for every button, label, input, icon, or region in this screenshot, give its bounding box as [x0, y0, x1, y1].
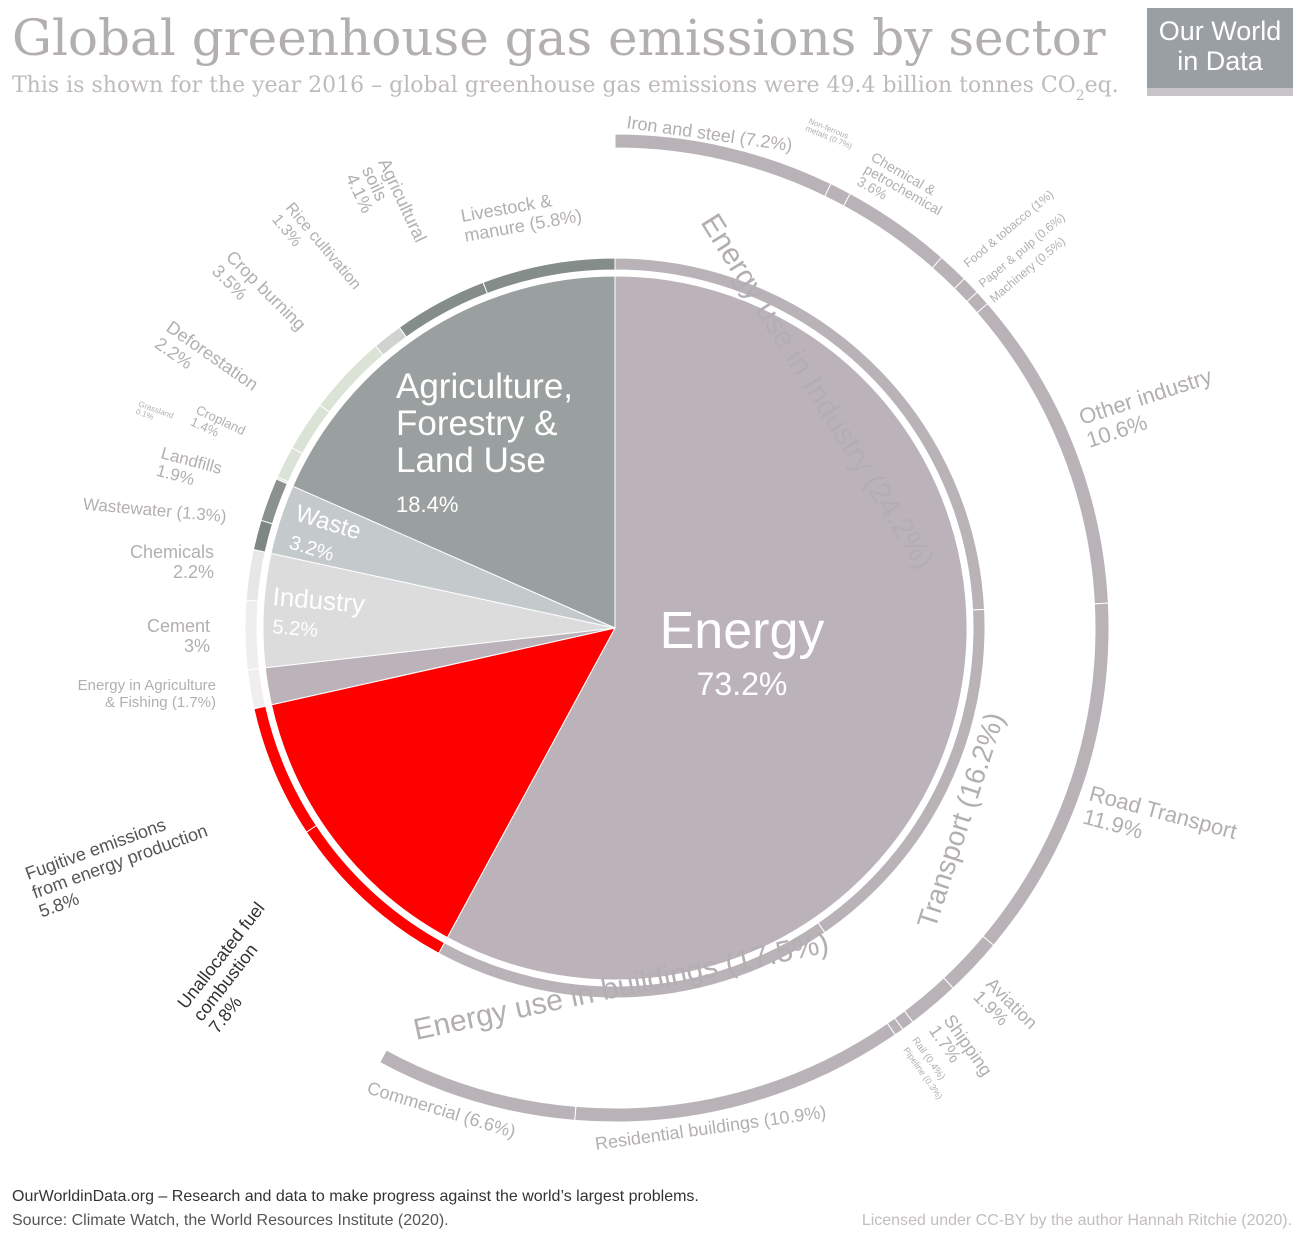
- label-unallocated: Unallocated fuelcombustion7.8%: [173, 898, 300, 1037]
- ring-segment-road-transport: [982, 602, 1110, 946]
- sector-value-agriculture: 18.4%: [396, 492, 458, 517]
- label-non-ferrous: Non-ferrousmetals (0.7%): [804, 117, 856, 151]
- group-ring-energy-use-in-buildings: [438, 922, 826, 999]
- label-livestock: Livestock &manure (5.8%): [459, 186, 583, 246]
- footer-source: Source: Climate Watch, the World Resourc…: [12, 1212, 449, 1229]
- pie-slice-energy: [446, 275, 968, 981]
- ring-segment-cement: [244, 599, 260, 671]
- label-wastewater: Wastewater (1.3%): [82, 495, 227, 526]
- pie-slice-agriculture: [292, 275, 616, 629]
- label-cement: Cement 3%: [147, 616, 210, 656]
- ring-segment-wastewater: [252, 519, 274, 553]
- label-energy-agri-fishing: Energy in Agriculture & Fishing (1.7%): [78, 677, 216, 711]
- ring-segment-aviation: [942, 935, 995, 989]
- ring-segment-residential-buildings: [574, 1022, 896, 1123]
- owid-logo[interactable]: Our World in Data: [1147, 8, 1293, 96]
- chart-title: Global greenhouse gas emissions by secto…: [12, 9, 1106, 67]
- label-rice: Rice cultivation1.3%: [268, 200, 364, 305]
- label-deforestation: Deforestation2.2%: [151, 317, 262, 411]
- ring-segment-shipping: [903, 977, 954, 1023]
- label-chemicals: Chemicals 2.2%: [130, 542, 214, 582]
- sector-value-energy: 73.2%: [697, 666, 788, 702]
- label-fugitive: Fugitive emissionsfrom energy production…: [23, 802, 217, 922]
- sector-label-energy: Energy: [660, 602, 825, 660]
- ring-segment-commercial: [379, 1049, 577, 1121]
- footer-line-1: OurWorldinData.org – Research and data t…: [12, 1188, 699, 1205]
- ring-segment-chemicals: [245, 548, 266, 602]
- label-other-industry: Other industry10.6%: [1076, 363, 1223, 452]
- label-grassland: Grassland0.1%: [135, 399, 175, 427]
- label-crop-burning: Crop burning3.5%: [208, 247, 310, 349]
- label-landfills: Landfills1.9%: [154, 444, 224, 496]
- subsector-rings: [244, 133, 1110, 1123]
- footer-license: Licensed under CC-BY by the author Hanna…: [862, 1212, 1292, 1229]
- ring-segment-energy-in-agriculture-fishing: [246, 667, 267, 710]
- label-aviation: Aviation1.9%: [969, 974, 1041, 1046]
- footer-site-link[interactable]: OurWorldinData.org: [12, 1188, 154, 1205]
- logo-underline: [1147, 88, 1293, 96]
- sector-label-agriculture: Agriculture, Forestry & Land Use: [396, 367, 573, 480]
- logo-text: Our World in Data: [1158, 16, 1282, 76]
- label-agri-soils: Agriculturalsoils4.1%: [342, 155, 431, 260]
- sector-pie: [262, 275, 968, 981]
- sector-value-industry: 5.2%: [272, 616, 320, 642]
- label-road-transport: Road Transport11.9%: [1080, 781, 1239, 868]
- label-cropland: Cropland1.4%: [188, 402, 248, 450]
- pie-slice-energy-highlight: [270, 627, 616, 939]
- chart-subtitle: This is shown for the year 2016 – global…: [12, 73, 1119, 104]
- ring-segment-other-industry: [976, 302, 1109, 605]
